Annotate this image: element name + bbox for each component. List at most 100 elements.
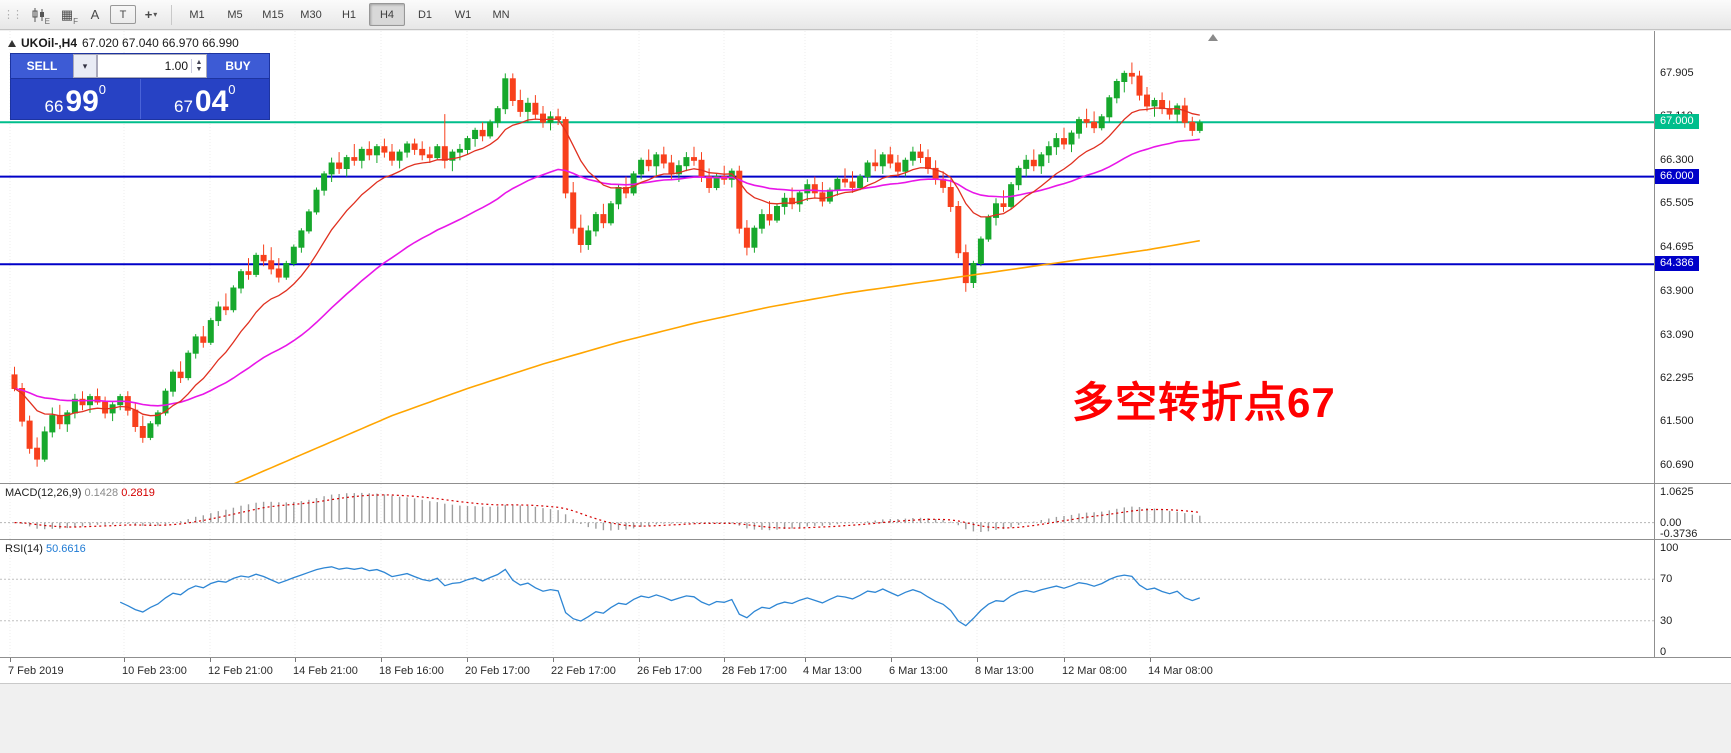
time-axis-label: 4 Mar 13:00: [803, 665, 862, 677]
bottom-filler: [0, 683, 1731, 753]
time-tick: [381, 658, 382, 662]
rsi-axis-label: 100: [1660, 542, 1679, 554]
rsi-label: RSI(14) 50.6616: [5, 543, 86, 555]
time-tick: [1064, 658, 1065, 662]
chart-title: UKOil-,H4 67.020 67.040 66.970 66.990: [8, 36, 239, 50]
ask-sup: 0: [228, 82, 236, 97]
price-axis-label: 63.090: [1660, 329, 1694, 341]
volume-spinner: ▲ ▼: [191, 59, 206, 73]
one-click-trade-panel: SELL ▾ ▲ ▼ BUY 66 99 0 67 04 0: [10, 53, 270, 120]
main-chart-canvas[interactable]: [0, 31, 1654, 483]
price-line-badge: 67.000: [1655, 114, 1699, 129]
symbol-period-label: UKOil-,H4: [21, 36, 78, 50]
icon-sub-e: E: [44, 17, 50, 26]
grid-glyph: ▦: [60, 6, 74, 22]
timeframe-w1[interactable]: W1: [454, 8, 472, 21]
volume-input[interactable]: [98, 58, 191, 74]
macd-canvas[interactable]: [0, 484, 1654, 539]
toolbar-grip[interactable]: ⋮⋮: [3, 8, 23, 21]
price-axis-label: 63.900: [1660, 285, 1694, 297]
main-chart-panel: 67.90567.11066.30065.50564.69563.90063.0…: [0, 31, 1731, 483]
time-tick: [639, 658, 640, 662]
chart-annotation: 多空转折点67: [1072, 379, 1336, 426]
time-axis-label: 14 Feb 21:00: [293, 665, 358, 677]
macd-axis-label: 1.0625: [1660, 486, 1694, 498]
font-tool-icon[interactable]: A: [82, 2, 108, 27]
time-tick: [724, 658, 725, 662]
time-tick: [553, 658, 554, 662]
timeframe-h4[interactable]: H4: [369, 3, 405, 26]
bid-main: 66: [44, 97, 64, 116]
macd-name: MACD(12,26,9): [5, 487, 82, 499]
timeframe-h1[interactable]: H1: [341, 8, 357, 21]
order-type-dropdown[interactable]: ▾: [73, 54, 97, 78]
time-axis-label: 10 Feb 23:00: [122, 665, 187, 677]
timeframe-bar: M1 M5 M15 M30 H1 H4 D1 W1 MN: [178, 3, 520, 26]
spinner-up-icon[interactable]: ▲: [195, 59, 203, 66]
time-tick: [124, 658, 125, 662]
chevron-down-icon: ▾: [153, 10, 158, 19]
time-tick: [891, 658, 892, 662]
time-tick: [295, 658, 296, 662]
bid-big: 99: [65, 85, 99, 118]
macd-axis-label: 0.00: [1660, 517, 1682, 529]
chart-shift-marker[interactable]: [1208, 34, 1218, 41]
spinner-down-icon[interactable]: ▼: [195, 66, 203, 73]
time-axis-label: 6 Mar 13:00: [889, 665, 948, 677]
time-axis-label: 26 Feb 17:00: [637, 665, 702, 677]
time-tick: [977, 658, 978, 662]
timeframe-m15[interactable]: M15: [262, 8, 284, 21]
price-axis-label: 67.905: [1660, 67, 1694, 79]
time-axis-label: 12 Mar 08:00: [1062, 665, 1127, 677]
rsi-axis-label: 70: [1660, 573, 1673, 585]
time-axis-label: 8 Mar 13:00: [975, 665, 1034, 677]
text-t-glyph: T: [119, 8, 127, 21]
rsi-panel: 100 70 30 0 RSI(14) 50.6616: [0, 539, 1731, 658]
time-axis-label: 7 Feb 2019: [8, 665, 64, 677]
rsi-axis-label: 0: [1660, 646, 1667, 658]
candlestick-chart-icon[interactable]: E: [26, 2, 52, 27]
ask-quote[interactable]: 67 04 0: [141, 79, 270, 119]
timeframe-m30[interactable]: M30: [300, 8, 322, 21]
toolbar: ⋮⋮ E ▦ F A T + ▾ M1 M5 M15 M30 H1 H4 D1 W1 MN: [0, 0, 1731, 30]
time-axis-label: 20 Feb 17:00: [465, 665, 530, 677]
price-axis-label: 62.295: [1660, 372, 1694, 384]
timeframe-mn[interactable]: MN: [492, 8, 510, 21]
bid-quote[interactable]: 66 99 0: [11, 79, 141, 119]
price-axis[interactable]: 67.90567.11066.30065.50564.69563.90063.0…: [1654, 31, 1731, 483]
macd-panel: 1.0625 0.00 -0.3736 MACD(12,26,9) 0.1428 0…: [0, 483, 1731, 540]
chevron-down-icon: ▾: [82, 60, 88, 71]
grid-icon[interactable]: ▦ F: [54, 2, 80, 27]
rsi-axis-label: 30: [1660, 615, 1673, 627]
sell-button[interactable]: SELL: [11, 54, 73, 78]
macd-axis[interactable]: 1.0625 0.00 -0.3736: [1654, 484, 1731, 540]
timeframe-m5[interactable]: M5: [227, 8, 243, 21]
time-axis-label: 28 Feb 17:00: [722, 665, 787, 677]
rsi-canvas[interactable]: [0, 540, 1654, 657]
time-tick: [10, 658, 11, 662]
ask-main: 67: [173, 97, 193, 116]
time-tick: [1150, 658, 1151, 662]
price-line-badge: 66.000: [1655, 169, 1699, 184]
bid-sup: 0: [98, 82, 107, 97]
rsi-axis[interactable]: 100 70 30 0: [1654, 540, 1731, 658]
time-axis[interactable]: 7 Feb 2019 10 Feb 23:00 12 Feb 21:00 14 Feb…: [0, 657, 1731, 683]
icon-sub-f: F: [73, 17, 78, 26]
buy-button[interactable]: BUY: [207, 54, 269, 78]
rsi-name: RSI(14): [5, 543, 43, 555]
time-axis-label: 18 Feb 16:00: [379, 665, 444, 677]
time-tick: [805, 658, 806, 662]
ask-big: 04: [194, 85, 229, 118]
macd-value-main: 0.1428: [84, 487, 119, 499]
macd-value-signal: 0.2819: [121, 487, 155, 499]
price-axis-label: 60.690: [1660, 459, 1694, 471]
timeframe-m1[interactable]: M1: [189, 8, 205, 21]
text-label-icon[interactable]: T: [110, 5, 136, 24]
crosshair-tool-icon[interactable]: + ▾: [138, 2, 164, 27]
time-tick: [210, 658, 211, 662]
price-axis-label: 66.300: [1660, 154, 1694, 166]
letter-a-glyph: A: [90, 7, 100, 22]
toolbar-separator: [171, 4, 172, 25]
timeframe-d1[interactable]: D1: [417, 8, 433, 21]
